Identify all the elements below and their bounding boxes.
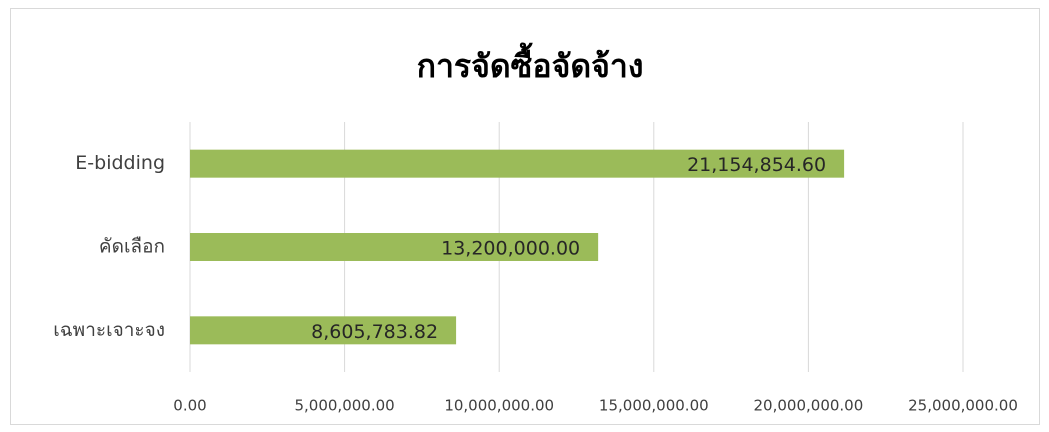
chart-title: การจัดซื้อจัดจ้าง — [417, 42, 644, 85]
bar — [190, 233, 599, 261]
x-tick-label: 10,000,000.00 — [444, 397, 554, 415]
chart-border — [10, 8, 1040, 425]
x-tick-label: 20,000,000.00 — [754, 397, 864, 415]
x-tick-label: 25,000,000.00 — [908, 397, 1018, 415]
value-label: 13,200,000.00 — [441, 238, 580, 260]
y-tick-label: เฉพาะเจาะจง — [53, 319, 165, 341]
value-label: 8,605,783.82 — [311, 321, 438, 343]
x-tick-label: 15,000,000.00 — [599, 397, 709, 415]
x-tick-label: 5,000,000.00 — [294, 397, 394, 415]
x-tick-label: 0.00 — [173, 397, 206, 415]
value-label: 21,154,854.60 — [687, 154, 826, 176]
bar — [190, 149, 845, 178]
y-tick-label: คัดเลือก — [99, 236, 165, 258]
y-tick-label: E-bidding — [75, 152, 165, 174]
bar — [190, 316, 457, 345]
